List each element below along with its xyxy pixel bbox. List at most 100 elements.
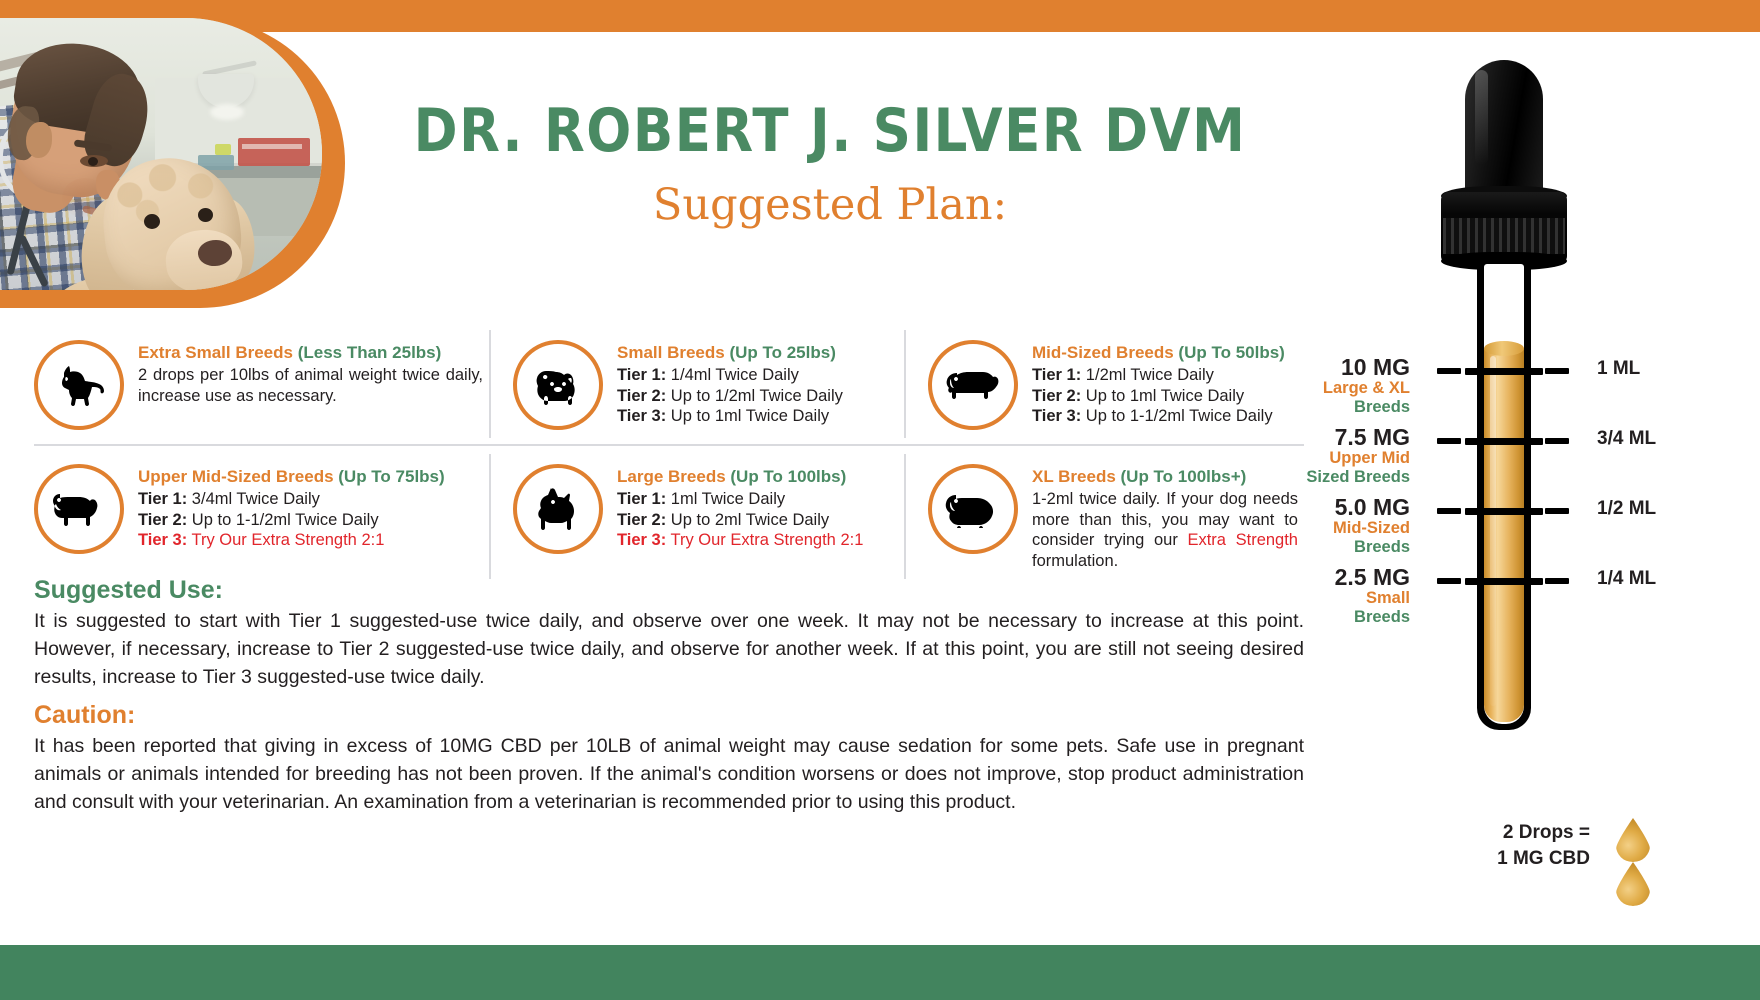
breed-name: Extra Small Breeds (138, 343, 298, 362)
vet-photo (0, 18, 322, 290)
dropper-mark-1-2ml (1465, 508, 1543, 515)
clinic-red-box (238, 138, 310, 166)
dropper-tick-right-1-2ml (1545, 508, 1569, 514)
caution-body: It has been reported that giving in exce… (34, 735, 1304, 813)
newfoundland-icon (928, 464, 1018, 554)
breed-tier: Tier 3: Up to 1ml Twice Daily (617, 406, 843, 427)
pug-icon (513, 340, 603, 430)
breed-card-heading: Mid-Sized Breeds (Up To 50lbs) (1032, 342, 1285, 364)
tier-label: Tier 3: (1032, 407, 1082, 425)
breed-tier: Tier 2: Up to 1ml Twice Daily (1032, 386, 1285, 407)
breed-card-text: Extra Small Breeds (Less Than 25lbs) 2 d… (138, 338, 483, 406)
breed-row-top: Extra Small Breeds (Less Than 25lbs) 2 d… (34, 330, 1304, 438)
breed-tier-extra-strength: Tier 3: Try Our Extra Strength 2:1 (138, 530, 445, 551)
breed-tier: Tier 1: 1/4ml Twice Daily (617, 365, 843, 386)
oil-drop-icon (1616, 818, 1650, 862)
breed-instruction-after: formulation. (1032, 551, 1119, 570)
tier-value: 1/2ml Twice Daily (1081, 366, 1214, 384)
caution-section: Caution: It has been reported that givin… (34, 700, 1304, 816)
dog-eye-left (144, 214, 160, 229)
tier-label: Tier 2: (617, 510, 667, 529)
breed-instruction: 2 drops per 10lbs of animal weight twice… (138, 366, 483, 405)
vet-pupil (88, 157, 98, 166)
breed-range: (Up To 100lbs+) (1120, 467, 1247, 486)
dose-breed-line2: Breeds (1354, 608, 1410, 626)
dropper-tick-left-1-4ml (1437, 578, 1461, 584)
dropper-ml-1ml: 1 ML (1597, 358, 1641, 379)
breed-range: (Up To 50lbs) (1178, 343, 1285, 362)
dropper-ml-1-4ml: 1/4 ML (1597, 568, 1657, 589)
vet-photo-frame (0, 18, 345, 308)
tier-label: Tier 2: (138, 510, 188, 529)
breed-card-heading: Small Breeds (Up To 25lbs) (617, 342, 843, 364)
tier-value: Up to 1-1/2ml Twice Daily (1081, 407, 1273, 425)
great-dane-icon (513, 464, 603, 554)
tier-value: Try Our Extra Strength 2:1 (187, 531, 385, 549)
tier-value: Up to 2ml Twice Daily (666, 510, 830, 529)
suggested-use-section: Suggested Use: It is suggested to start … (34, 575, 1304, 691)
breed-card-text: Small Breeds (Up To 25lbs) Tier 1: 1/4ml… (617, 338, 843, 427)
breed-name: Upper Mid-Sized Breeds (138, 467, 339, 486)
breed-tier-extra-strength: Tier 3: Try Our Extra Strength 2:1 (617, 530, 863, 551)
clinic-red-box-label (242, 144, 302, 149)
dropper-mark-1-4ml (1465, 578, 1543, 585)
breed-card-text: Mid-Sized Breeds (Up To 50lbs) Tier 1: 1… (1032, 338, 1285, 427)
breed-card-large: Large Breeds (Up To 100lbs) Tier 1: 1ml … (489, 454, 904, 579)
dose-breed-line1: Large & XL (1322, 379, 1410, 397)
breed-row-bottom: Upper Mid-Sized Breeds (Up To 75lbs) Tie… (34, 444, 1304, 579)
caution-heading: Caution: (34, 701, 136, 729)
tier-label: Tier 1: (1032, 366, 1082, 384)
tier-label: Tier 1: (617, 366, 667, 384)
dropper-label-10mg: 10 MG Large & XL Breeds (1210, 355, 1410, 417)
breed-tier: Tier 1: 1ml Twice Daily (617, 489, 863, 510)
tier-value: Up to 1/2ml Twice Daily (666, 386, 843, 405)
header-block: DR. ROBERT J. SILVER DVM Suggested Plan: (360, 97, 1300, 227)
breed-tier: Tier 1: 1/2ml Twice Daily (1032, 365, 1285, 386)
dose-breed-line1: Upper Mid (1329, 449, 1410, 467)
breed-instruction-before: 1-2ml twice daily. If your dog needs mor… (1032, 490, 1298, 549)
drops-note-line1: 2 Drops = (1502, 822, 1590, 843)
dropper-liquid-surface (1484, 341, 1524, 356)
dropper-mark-1ml (1465, 368, 1543, 375)
dose-breed-line2: Breeds (1354, 538, 1410, 556)
vet-ear (26, 122, 52, 158)
tier-value: Try Our Extra Strength 2:1 (666, 531, 864, 549)
tier-label: Tier 1: (617, 490, 667, 508)
breed-card-text: Large Breeds (Up To 100lbs) Tier 1: 1ml … (617, 462, 863, 551)
dropper-liquid-highlight (1490, 356, 1496, 706)
bottom-green-bar (0, 945, 1760, 1000)
dose-value: 5.0 MG (1334, 494, 1410, 520)
breed-dosage-grid: Extra Small Breeds (Less Than 25lbs) 2 d… (34, 330, 1304, 579)
breed-tier: Tier 3: Up to 1-1/2ml Twice Daily (1032, 406, 1285, 427)
dose-breed-line1: Small (1365, 589, 1410, 607)
breed-card-small: Small Breeds (Up To 25lbs) Tier 1: 1/4ml… (489, 330, 904, 438)
breed-range: (Up To 75lbs) (338, 467, 445, 486)
breed-card-text: Upper Mid-Sized Breeds (Up To 75lbs) Tie… (138, 462, 445, 551)
dropper-label-2-5mg: 2.5 MG Small Breeds (1210, 565, 1410, 627)
breed-name: Large Breeds (617, 467, 731, 486)
dropper-ml-3-4ml: 3/4 ML (1597, 428, 1657, 449)
basset-hound-icon (928, 340, 1018, 430)
exam-lamp-glow (210, 104, 244, 120)
dropper-ml-1-2ml: 1/2 ML (1597, 498, 1657, 519)
dose-value: 7.5 MG (1334, 424, 1410, 450)
drops-note-line2: 1 MG CBD (1497, 848, 1590, 869)
dropper-cap-ribs (1443, 218, 1565, 254)
tier-value: Up to 1ml Twice Daily (1081, 386, 1245, 405)
dose-breed-line1: Mid-Sized (1333, 519, 1410, 537)
dropper-label-5mg: 5.0 MG Mid-Sized Breeds (1210, 495, 1410, 557)
breed-name: Small Breeds (617, 343, 730, 362)
oil-drop-icon (1616, 862, 1650, 906)
dropper-label-7-5mg: 7.5 MG Upper Mid Sized Breeds (1210, 425, 1410, 487)
breed-tier: Tier 1: 3/4ml Twice Daily (138, 489, 445, 510)
dropper-tick-left-1ml (1437, 368, 1461, 374)
breed-card-mid-sized: Mid-Sized Breeds (Up To 50lbs) Tier 1: 1… (904, 330, 1304, 438)
page-title: DR. ROBERT J. SILVER DVM (413, 97, 1247, 166)
dropper-bulb (1465, 60, 1543, 200)
breed-tier: Tier 2: Up to 1-1/2ml Twice Daily (138, 510, 445, 531)
tier-label: Tier 3: (617, 531, 667, 549)
tier-label: Tier 3: (617, 407, 667, 425)
drops-equivalence-note: 2 Drops = 1 MG CBD (1440, 820, 1590, 872)
breed-card-heading: Upper Mid-Sized Breeds (Up To 75lbs) (138, 466, 445, 488)
